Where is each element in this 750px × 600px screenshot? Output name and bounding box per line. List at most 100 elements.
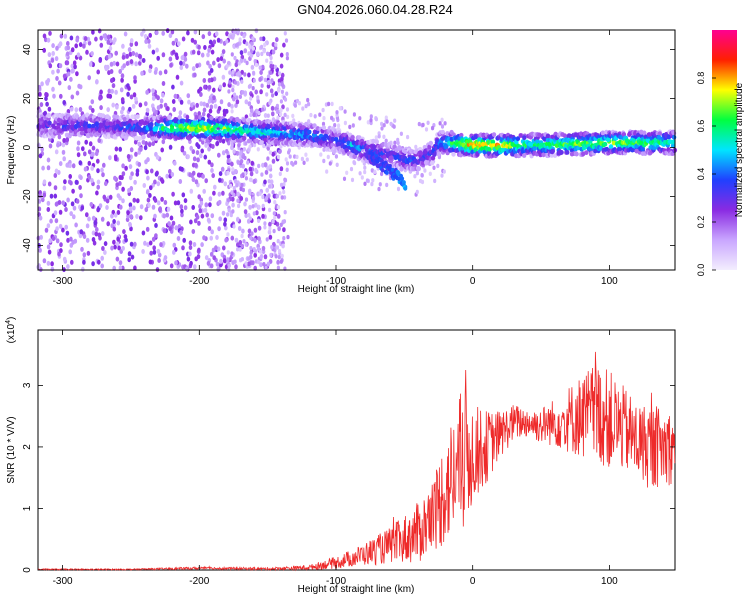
spectrogram-cell: [251, 204, 255, 209]
spectrogram-cell: [103, 241, 108, 247]
spectrogram-cell: [322, 116, 326, 121]
spectrogram-cell: [83, 120, 89, 126]
spectrogram-cell: [133, 241, 137, 247]
spectrogram-cell: [128, 164, 133, 170]
spectrogram-cell: [271, 151, 276, 157]
spectrogram-cell: [55, 226, 59, 232]
spectrogram-cell: [258, 191, 262, 196]
spectrogram-cell: [230, 235, 235, 241]
spectrogram-cell: [91, 29, 95, 35]
spectrogram-cell: [295, 154, 299, 160]
spectrogram-cell: [232, 32, 236, 38]
spectrogram-cell: [153, 69, 158, 75]
spectrogram-cell: [100, 216, 105, 222]
spectrogram-cell: [146, 175, 150, 181]
spectrogram-cell: [240, 159, 244, 164]
spectrogram-cell: [248, 44, 252, 49]
spectrogram-cell: [190, 102, 194, 108]
spectrogram-cell: [253, 227, 258, 233]
spectrogram-cell: [147, 43, 152, 49]
y-tick-label: 0: [22, 144, 33, 150]
spectrogram-cell: [275, 125, 280, 131]
spectrogram-cell: [160, 147, 164, 153]
spectrogram-cell: [193, 39, 197, 45]
spectrogram-cell: [209, 251, 214, 257]
spectrogram-cell: [242, 117, 247, 123]
spectrogram-cell: [114, 114, 120, 120]
spectrogram-cell: [358, 171, 362, 176]
spectrogram-cell: [225, 149, 229, 154]
spectrogram-cell: [241, 187, 245, 193]
spectrogram-cell: [247, 256, 251, 261]
spectrogram-cell: [163, 102, 168, 108]
spectrogram-cell: [212, 87, 216, 93]
spectrogram-cell: [174, 260, 178, 266]
spectrogram-cell: [177, 115, 182, 120]
spectrogram-cell: [94, 151, 99, 157]
spectrogram-cell: [226, 158, 230, 164]
spectrogram-cell: [242, 34, 246, 39]
spectrogram-cell: [276, 109, 280, 115]
spectrogram-cell: [657, 131, 662, 137]
spectrogram-cell: [79, 130, 85, 136]
spectrogram-cell: [227, 102, 231, 108]
spectrogram-cell: [87, 75, 91, 81]
spectrogram-cell: [366, 120, 370, 125]
spectrogram-cell: [393, 118, 397, 123]
spectrogram-cell: [244, 141, 248, 146]
spectrogram-cell: [86, 36, 91, 42]
spectrogram-cell: [248, 190, 252, 196]
spectrogram-cell: [670, 143, 676, 149]
spectrogram-cell: [156, 55, 160, 61]
spectrogram-cell: [94, 231, 99, 237]
spectrogram-cell: [91, 151, 95, 157]
spectrogram-cell: [279, 259, 283, 264]
spectrogram-cell: [248, 216, 252, 221]
spectrogram-cell: [286, 234, 290, 240]
spectrogram-cell: [251, 86, 255, 91]
spectrogram-cell: [217, 226, 221, 232]
spectrogram-cell: [208, 63, 212, 69]
spectrogram-cell: [234, 237, 239, 243]
spectrogram-cell: [232, 96, 236, 102]
spectrogram-cell: [198, 86, 203, 92]
spectrogram-cell: [266, 261, 271, 267]
spectrogram-cell: [127, 188, 131, 193]
spectrogram-cell: [85, 223, 90, 229]
spectrogram-cell: [384, 115, 388, 120]
spectrogram-cell: [206, 60, 210, 66]
spectrogram-cell: [225, 39, 229, 44]
spectrogram-cell: [54, 56, 59, 62]
spectrogram-cell: [451, 151, 456, 157]
spectrogram-cell: [232, 192, 236, 198]
spectrogram-cell: [97, 28, 102, 34]
spectrogram-cell: [307, 102, 311, 107]
spectrogram-cell: [374, 139, 379, 145]
spectrogram-cell: [380, 126, 384, 131]
spectrogram-cell: [133, 179, 137, 185]
spectrogram-cell: [276, 213, 281, 219]
spectrogram-cell: [272, 228, 276, 234]
spectrogram-cell: [213, 184, 217, 190]
spectrogram-cell: [78, 185, 82, 190]
spectrogram-cell: [167, 221, 171, 227]
spectrogram-cell: [238, 240, 243, 245]
spectrogram-cell: [257, 225, 262, 231]
spectrogram-cell: [260, 51, 264, 57]
spectrogram-cell: [342, 176, 347, 181]
spectrogram-cell: [274, 91, 279, 97]
spectrogram-cell: [243, 48, 248, 54]
spectrogram-cell: [67, 85, 72, 91]
spectrogram-cell: [267, 229, 272, 235]
x-tick-label: 100: [601, 576, 618, 587]
spectrogram-cell: [37, 84, 42, 90]
spectrogram-cell: [611, 140, 617, 146]
spectrogram-cell: [123, 135, 128, 141]
spectrogram-x-label: Height of straight line (km): [298, 284, 415, 295]
spectrogram-cell: [140, 70, 144, 76]
spectrogram-cell: [255, 51, 260, 57]
spectrogram-cell: [181, 36, 186, 42]
spectrogram-cell: [515, 136, 521, 142]
spectrogram-cell: [430, 160, 435, 166]
spectrogram-cell: [264, 169, 269, 175]
